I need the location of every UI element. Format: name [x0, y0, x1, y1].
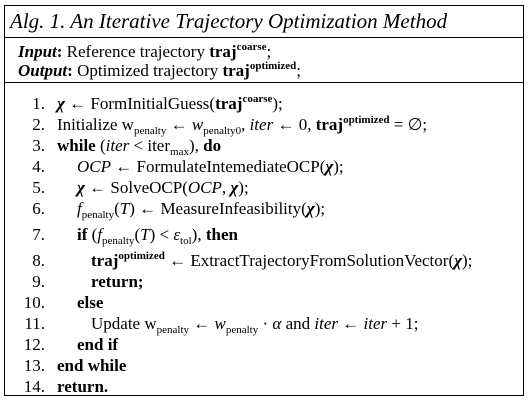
algo-line-8: trajoptimized ← ExtractTrajectoryFromSol…: [91, 250, 473, 271]
line-number: 6.: [32, 199, 45, 218]
line-number: 1.: [32, 94, 45, 113]
algorithm-title: Alg. 1. An Iterative Trajectory Optimiza…: [10, 9, 448, 33]
line-number: 12.: [23, 335, 45, 354]
algo-line-14: return.: [57, 377, 109, 396]
algo-line-3: while (iter < itermax), do: [57, 136, 222, 158]
line-number: 7.: [32, 225, 45, 244]
line-number: 13.: [23, 356, 45, 375]
algo-line-10: else: [77, 293, 104, 312]
line-number: 10.: [23, 293, 45, 312]
line-number: 2.: [32, 115, 45, 134]
line-number: 9.: [32, 272, 45, 291]
line-number: 5.: [32, 178, 45, 197]
line-number: 11.: [24, 314, 45, 333]
algo-line-5: χ ← SolveOCP(OCP, χ);: [77, 178, 249, 197]
input-line: Input: Reference trajectory trajcoarse;: [18, 41, 272, 62]
algo-line-9: return;: [91, 272, 144, 291]
algo-line-4: OCP ← FormulateIntemediateOCP(χ);: [77, 157, 344, 176]
algo-line-2: Initialize wpenalty ← wpenalty0, iter ← …: [57, 114, 428, 137]
header-rule: [5, 82, 523, 83]
algo-line-6: fpenalty(T) ← MeasureInfeasibility(χ);: [77, 199, 326, 221]
line-number: 4.: [32, 157, 45, 176]
line-number: 14.: [23, 377, 45, 396]
line-number: 8.: [32, 251, 45, 270]
algo-line-12: end if: [77, 335, 119, 354]
line-number: 3.: [32, 136, 45, 155]
title-rule: [5, 37, 523, 38]
algo-line-1: χ ← FormInitialGuess(trajcoarse);: [57, 93, 283, 114]
algo-line-11: Update wpenalty ← wpenalty · α and iter …: [91, 314, 419, 336]
algo-line-13: end while: [57, 356, 127, 375]
algo-line-7: if (fpenalty(T) < εtol), then: [77, 225, 238, 247]
algorithm-box: Alg. 1. An Iterative Trajectory Optimiza…: [4, 5, 524, 396]
output-line: Output: Optimized trajectory trajoptimiz…: [18, 60, 302, 81]
